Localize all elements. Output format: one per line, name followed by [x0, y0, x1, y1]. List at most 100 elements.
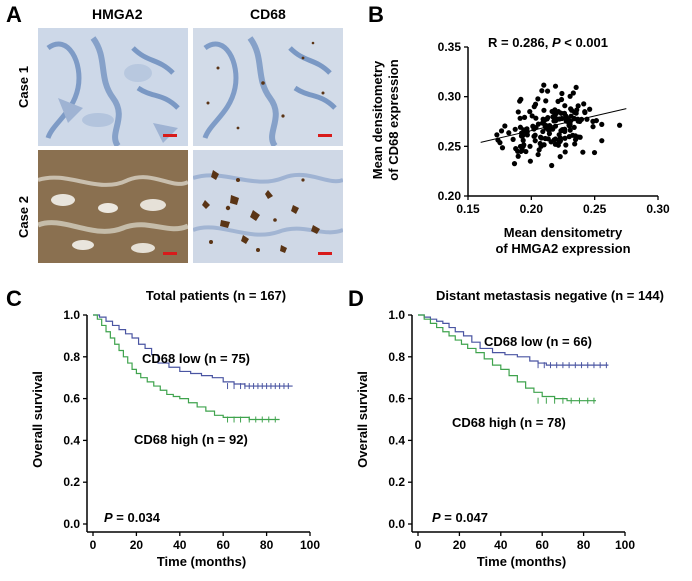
scatter-point [535, 96, 541, 102]
scatter-point [573, 84, 579, 91]
scatter-point [542, 135, 548, 142]
scatter-point [538, 135, 544, 141]
scatter-point [571, 109, 578, 115]
x-axis-label-line1: Mean densitometry [504, 225, 623, 240]
scatter-point [532, 132, 538, 138]
scatter-point [567, 127, 573, 133]
panel-a-letter: A [6, 2, 22, 27]
x-tick-label: 0.15 [456, 202, 480, 216]
x-axis-label: Time (months) [477, 554, 566, 569]
scatter-point [546, 131, 553, 137]
y-axis-label-line1: Mean densitometry [370, 60, 385, 179]
scatter-point [593, 117, 599, 124]
regression-line [480, 108, 627, 143]
scatter-point [562, 135, 568, 141]
y-tick-label: 0.8 [63, 350, 80, 364]
scatter-point [539, 88, 545, 94]
x-tick-label: 20 [453, 538, 467, 552]
x-axis-label: Time (months) [157, 554, 246, 569]
scatter-point [591, 149, 598, 156]
case-2-row-label: Case 2 [16, 196, 31, 238]
scatter-point [562, 126, 568, 132]
x-tick-label: 0 [90, 538, 97, 552]
scatter-point [557, 154, 563, 160]
scatter-point [533, 115, 539, 121]
scatter-point [570, 90, 576, 96]
y-axis-label: Overall survival [30, 371, 45, 468]
x-tick-label: 80 [260, 538, 274, 552]
y-tick-label: 0.2 [388, 475, 405, 489]
legend-cd68-low: CD68 low (n = 66) [484, 334, 592, 349]
scatter-point [616, 122, 623, 128]
y-tick-label: 0.2 [63, 475, 80, 489]
km-title: Total patients (n = 167) [146, 288, 286, 303]
y-tick-label: 0.25 [438, 139, 462, 153]
scatter-point [511, 161, 518, 167]
scatter-point [540, 128, 546, 135]
scatter-point [541, 107, 547, 113]
y-axis-label: Overall survival [355, 371, 370, 468]
scatter-point [536, 147, 542, 153]
micrograph-case1-cd68 [193, 28, 343, 146]
scatter-point [517, 98, 523, 104]
scatter-point [547, 127, 553, 133]
p-value-annotation: P = 0.034 [104, 510, 161, 525]
scatter-point [556, 116, 562, 122]
scatter-point [527, 158, 533, 164]
scatter-point [535, 151, 541, 158]
scatter-point [527, 109, 533, 115]
km-curve-cd68-low [418, 314, 609, 366]
y-tick-label: 1.0 [388, 308, 405, 322]
km-title: Distant metastasis negative (n = 144) [436, 288, 664, 303]
scatter-point [512, 126, 518, 132]
scatter-point [590, 124, 596, 130]
y-tick-label: 0.0 [388, 517, 405, 531]
km-plot-d: 0 20 40 60 80 100 0.0 0.2 0.4 0.6 0.8 1.0 Time (mont… [355, 288, 664, 569]
x-tick-label: 80 [577, 538, 591, 552]
scatter-point [571, 124, 577, 131]
scatter-point [568, 113, 574, 119]
scatter-point [532, 138, 538, 144]
x-tick-label: 40 [173, 538, 187, 552]
scatter-point [515, 109, 521, 115]
scatter-point [506, 130, 512, 136]
scatter-point [556, 132, 562, 138]
x-tick-label: 0.25 [583, 202, 607, 216]
scatter-point [566, 122, 572, 129]
x-tick-label: 60 [536, 538, 550, 552]
scatter-point [515, 153, 521, 159]
scatter-point [520, 137, 526, 143]
scatter-point [527, 143, 533, 149]
scatter-point [575, 103, 581, 109]
y-tick-label: 0.4 [388, 433, 405, 447]
y-tick-label: 0.0 [63, 517, 80, 531]
correlation-annotation: R = 0.286, P < 0.001 [488, 35, 608, 50]
x-tick-label: 0.30 [646, 202, 670, 216]
hmga2-column-header: HMGA2 [92, 6, 143, 22]
legend-cd68-high: CD68 high (n = 92) [134, 432, 248, 447]
p-value-annotation: P = 0.047 [432, 510, 488, 525]
scatter-point [599, 138, 605, 144]
y-tick-label: 0.8 [388, 350, 405, 364]
scatter-point [541, 142, 547, 148]
scatter-point [518, 148, 524, 155]
scatter-point [558, 96, 565, 103]
scatter-point [552, 83, 559, 89]
case-1-row-label: Case 1 [16, 66, 31, 108]
km-curve-cd68-high [93, 314, 280, 421]
scatter-point [498, 128, 505, 134]
x-tick-label: 60 [217, 538, 231, 552]
scatter-point [521, 114, 528, 120]
km-curve-cd68-high [418, 314, 597, 402]
scatter-point [599, 121, 605, 127]
y-tick-label: 0.20 [438, 189, 462, 203]
panel-d-letter: D [348, 286, 364, 311]
scatter-point [510, 136, 516, 142]
legend-cd68-low: CD68 low (n = 75) [142, 351, 250, 366]
y-axis-label-line2: of CD68 expression [386, 59, 401, 180]
scatter-point [563, 142, 569, 148]
scatter-point [567, 93, 573, 99]
scatter-point [539, 120, 546, 126]
scatter-point [561, 110, 568, 116]
